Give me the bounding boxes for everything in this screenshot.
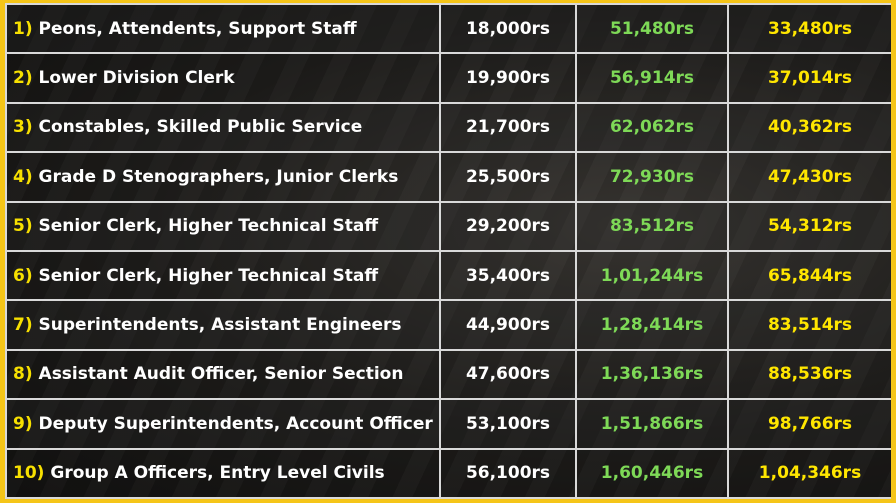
- table-row: 8) Assistant Audit Officer, Senior Secti…: [5, 348, 891, 401]
- in-hand-salary-cell: 88,536rs: [727, 348, 891, 401]
- in-hand-salary-cell: 54,312rs: [727, 200, 891, 252]
- gross-salary-cell: 62,062rs: [575, 101, 729, 154]
- table-row: 10) Group A Officers, Entry Level Civils…: [5, 447, 891, 499]
- post-name: Assistant Audit Officer, Senior Section: [38, 364, 404, 385]
- gross-salary-cell: 1,01,244rs: [575, 249, 729, 302]
- post-name: Senior Clerk, Higher Technical Staff: [38, 265, 379, 286]
- row-number: 8): [13, 364, 33, 385]
- table-row: 2) Lower Division Clerk 19,900rs 56,914r…: [5, 52, 891, 104]
- in-hand-salary-cell: 37,014rs: [727, 52, 891, 104]
- basic-pay-cell: 21,700rs: [439, 101, 577, 154]
- in-hand-salary-cell: 40,362rs: [727, 101, 891, 154]
- in-hand-salary-cell: 33,480rs: [727, 3, 891, 55]
- table-row: 5) Senior Clerk, Higher Technical Staff …: [5, 200, 891, 252]
- post-cell: 3) Constables, Skilled Public Service: [5, 101, 441, 154]
- in-hand-salary-cell: 98,766rs: [727, 398, 891, 450]
- gross-salary-cell: 1,60,446rs: [575, 447, 729, 499]
- post-name: Group A Officers, Entry Level Civils: [50, 463, 385, 484]
- table-row: 4) Grade D Stenographers, Junior Clerks …: [5, 151, 891, 203]
- in-hand-salary-cell: 1,04,346rs: [727, 447, 891, 499]
- basic-pay-cell: 56,100rs: [439, 447, 577, 499]
- post-name: Deputy Superintendents, Account Officer: [38, 413, 433, 434]
- basic-pay-cell: 53,100rs: [439, 398, 577, 450]
- row-number: 2): [13, 68, 33, 89]
- post-name: Senior Clerk, Higher Technical Staff: [38, 216, 379, 237]
- post-name: Constables, Skilled Public Service: [38, 117, 363, 138]
- gross-salary-cell: 1,28,414rs: [575, 299, 729, 351]
- row-number: 1): [13, 18, 33, 39]
- table-row: 6) Senior Clerk, Higher Technical Staff …: [5, 249, 891, 302]
- post-name: Lower Division Clerk: [38, 68, 235, 89]
- gross-salary-cell: 56,914rs: [575, 52, 729, 104]
- in-hand-salary-cell: 65,844rs: [727, 249, 891, 302]
- post-cell: 9) Deputy Superintendents, Account Offic…: [5, 398, 441, 450]
- post-name: Grade D Stenographers, Junior Clerks: [38, 166, 399, 187]
- salary-table-frame: 1) Peons, Attendents, Support Staff 18,0…: [5, 3, 891, 499]
- row-number: 6): [13, 265, 33, 286]
- post-cell: 1) Peons, Attendents, Support Staff: [5, 3, 441, 55]
- basic-pay-cell: 29,200rs: [439, 200, 577, 252]
- gross-salary-cell: 1,51,866rs: [575, 398, 729, 450]
- post-cell: 5) Senior Clerk, Higher Technical Staff: [5, 200, 441, 252]
- gross-salary-cell: 83,512rs: [575, 200, 729, 252]
- basic-pay-cell: 18,000rs: [439, 3, 577, 55]
- in-hand-salary-cell: 47,430rs: [727, 151, 891, 203]
- basic-pay-cell: 47,600rs: [439, 348, 577, 401]
- gross-salary-cell: 1,36,136rs: [575, 348, 729, 401]
- basic-pay-cell: 35,400rs: [439, 249, 577, 302]
- post-cell: 10) Group A Officers, Entry Level Civils: [5, 447, 441, 499]
- row-number: 4): [13, 166, 33, 187]
- gross-salary-cell: 51,480rs: [575, 3, 729, 55]
- in-hand-salary-cell: 83,514rs: [727, 299, 891, 351]
- table-row: 3) Constables, Skilled Public Service 21…: [5, 101, 891, 154]
- basic-pay-cell: 44,900rs: [439, 299, 577, 351]
- table-row: 9) Deputy Superintendents, Account Offic…: [5, 398, 891, 450]
- row-number: 10): [13, 463, 45, 484]
- post-cell: 4) Grade D Stenographers, Junior Clerks: [5, 151, 441, 203]
- row-number: 3): [13, 117, 33, 138]
- gross-salary-cell: 72,930rs: [575, 151, 729, 203]
- post-name: Superintendents, Assistant Engineers: [38, 315, 402, 336]
- row-number: 7): [13, 315, 33, 336]
- row-number: 5): [13, 216, 33, 237]
- row-number: 9): [13, 413, 33, 434]
- post-cell: 7) Superintendents, Assistant Engineers: [5, 299, 441, 351]
- salary-table: 1) Peons, Attendents, Support Staff 18,0…: [5, 3, 891, 499]
- table-row: 1) Peons, Attendents, Support Staff 18,0…: [5, 3, 891, 55]
- post-name: Peons, Attendents, Support Staff: [38, 18, 357, 39]
- basic-pay-cell: 25,500rs: [439, 151, 577, 203]
- table-row: 7) Superintendents, Assistant Engineers …: [5, 299, 891, 351]
- basic-pay-cell: 19,900rs: [439, 52, 577, 104]
- post-cell: 8) Assistant Audit Officer, Senior Secti…: [5, 348, 441, 401]
- post-cell: 2) Lower Division Clerk: [5, 52, 441, 104]
- post-cell: 6) Senior Clerk, Higher Technical Staff: [5, 249, 441, 302]
